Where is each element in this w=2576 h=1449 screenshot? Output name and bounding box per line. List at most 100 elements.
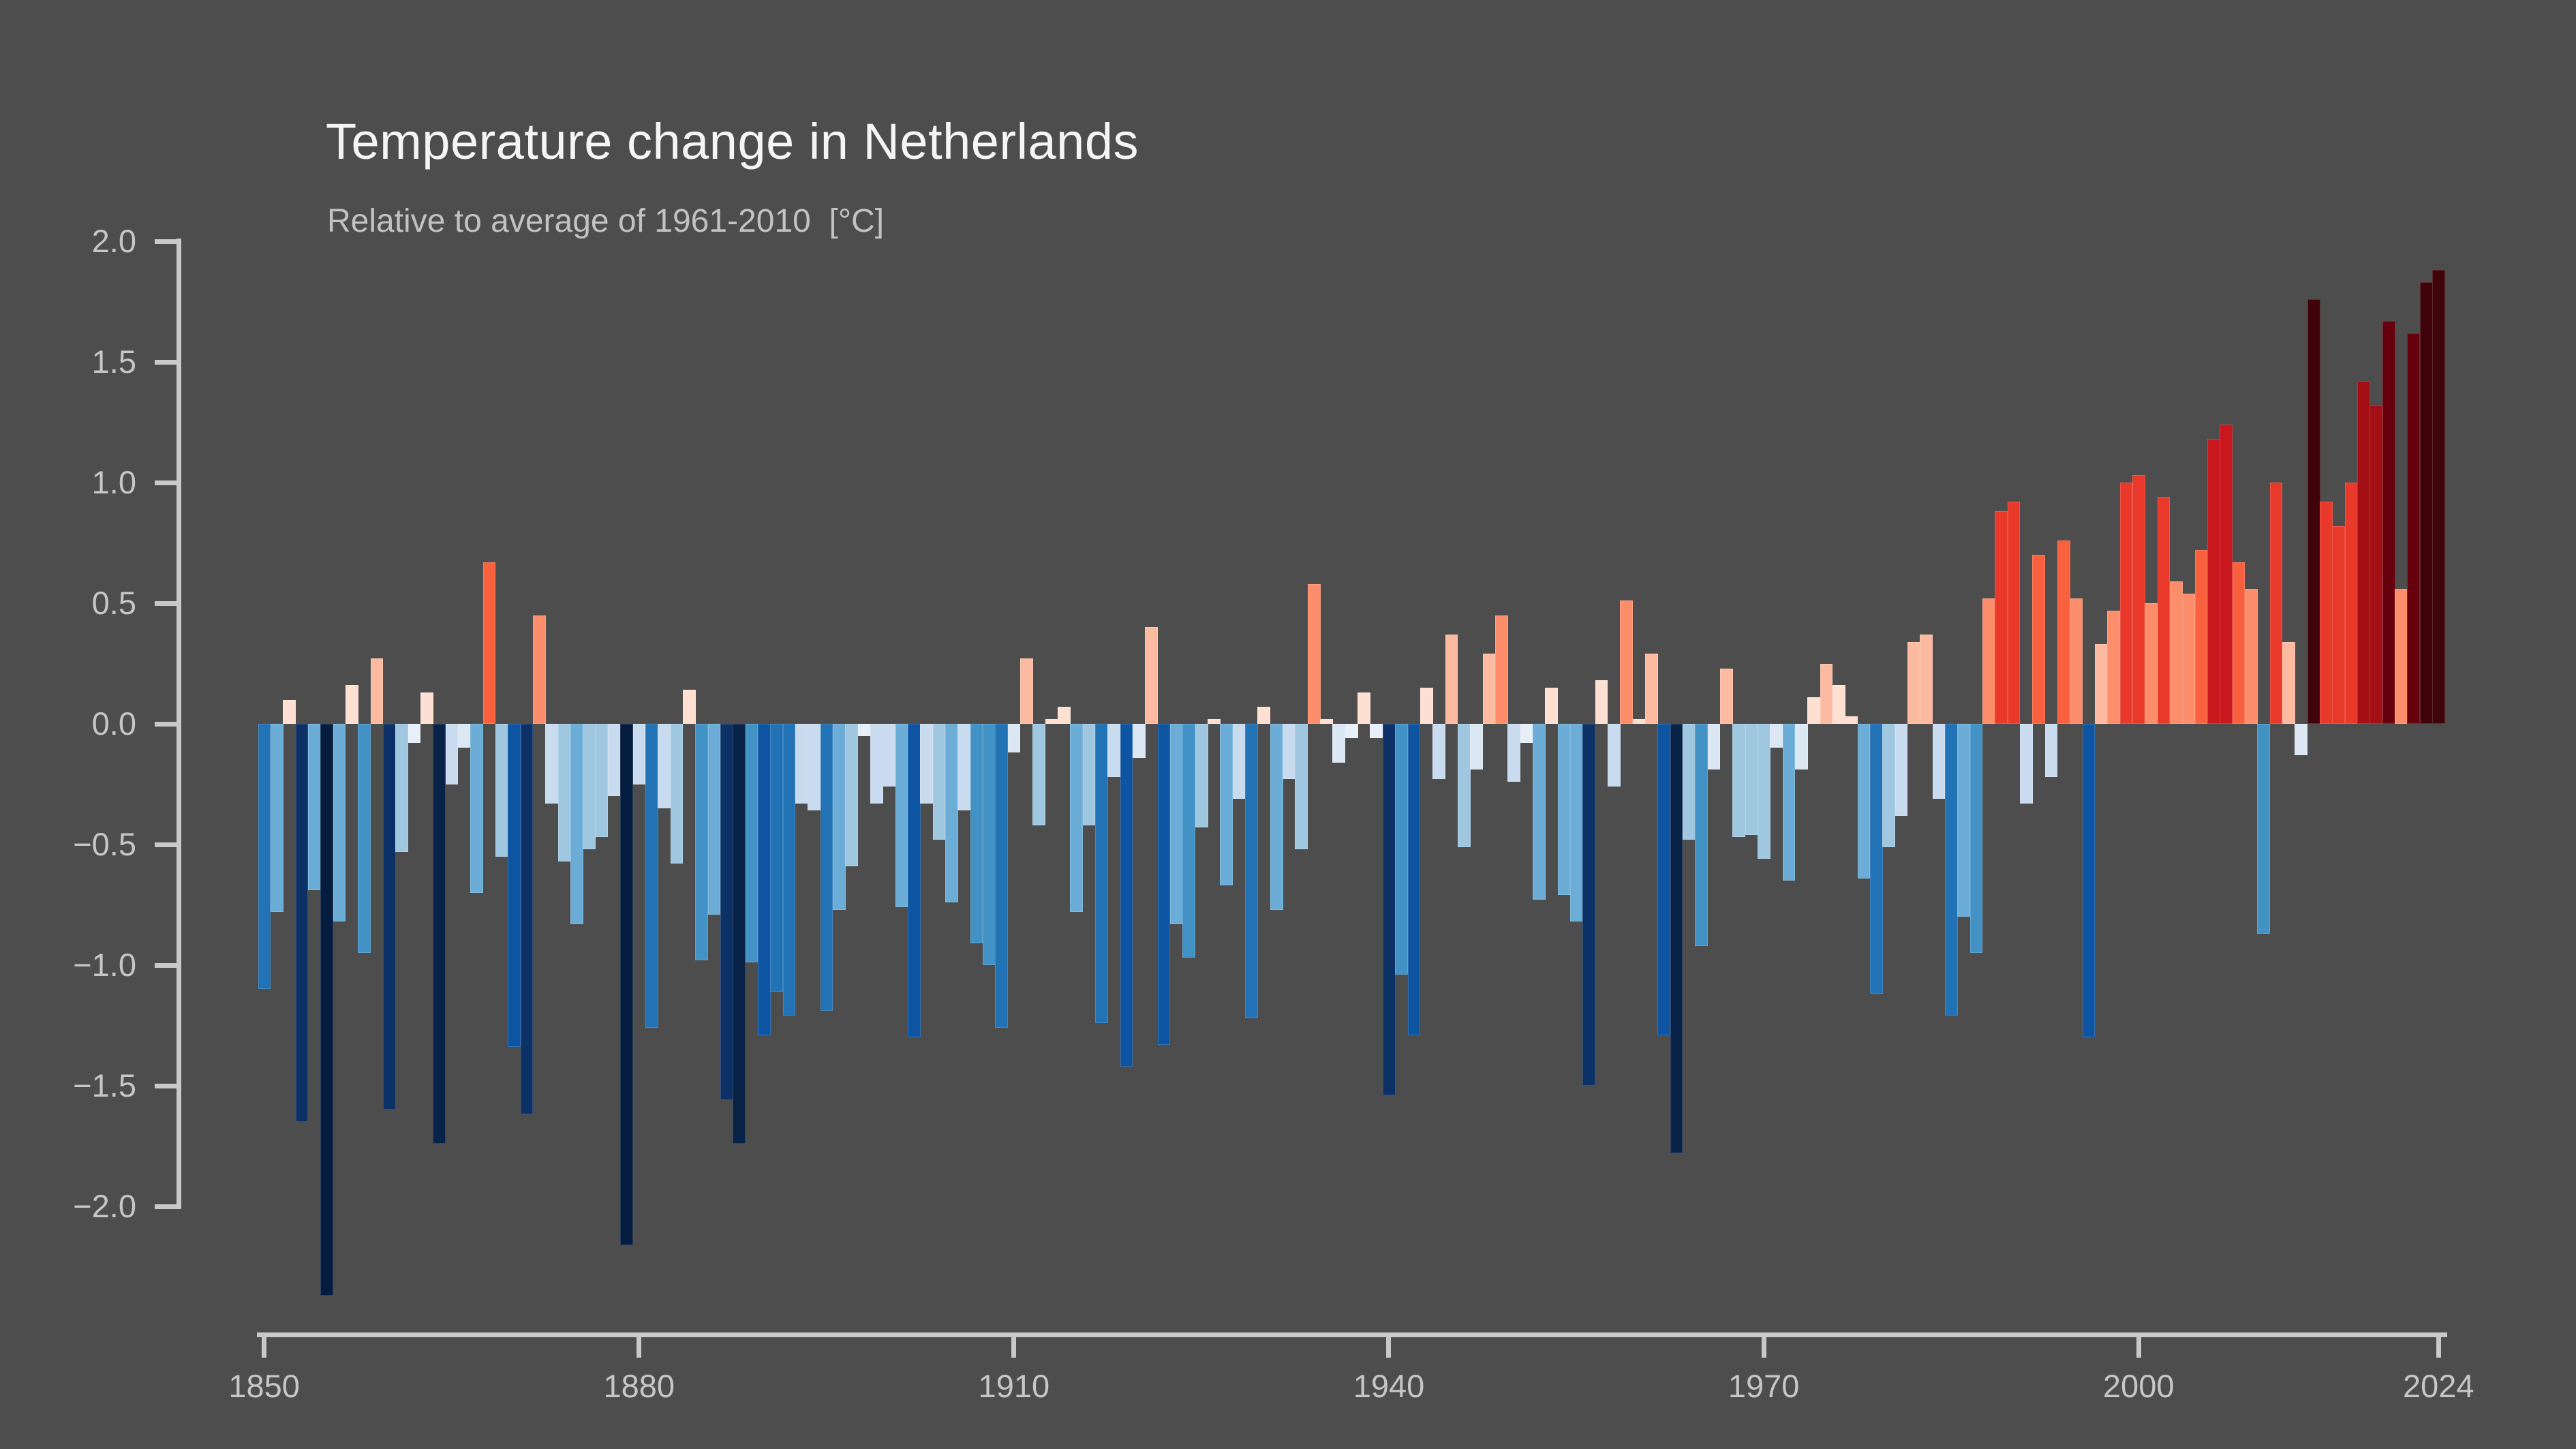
bar-1989 <box>1995 511 2008 724</box>
bar-1855 <box>320 724 333 1296</box>
bar-2001 <box>2145 603 2158 724</box>
bar-1931 <box>1270 724 1283 910</box>
bar-1868 <box>482 562 496 724</box>
bar-1852 <box>283 699 296 724</box>
y-tick-−0.5 <box>155 842 177 847</box>
bar-1947 <box>1470 724 1483 770</box>
bar-2010 <box>2257 724 2271 934</box>
bar-1923 <box>1170 724 1183 924</box>
bar-1896 <box>833 724 846 910</box>
bar-2021 <box>2395 588 2408 724</box>
bar-1894 <box>808 724 821 811</box>
bar-2011 <box>2269 483 2283 724</box>
bar-1968 <box>1732 724 1745 838</box>
bar-1935 <box>1320 718 1333 724</box>
y-tick-label-−0.5: −0.5 <box>73 826 136 862</box>
y-tick-1.0 <box>155 480 177 485</box>
x-tick-label-2000: 2000 <box>2102 1368 2175 1404</box>
bar-1939 <box>1370 724 1383 739</box>
y-tick-label-0.5: 0.5 <box>91 585 136 621</box>
bar-1902 <box>908 724 921 1038</box>
bar-1978 <box>1857 724 1871 879</box>
bar-1912 <box>1032 724 1046 825</box>
bar-1953 <box>1545 687 1558 724</box>
bar-1961 <box>1644 654 1658 724</box>
bar-1954 <box>1557 724 1571 896</box>
bar-1883 <box>670 724 684 864</box>
bar-1892 <box>782 724 796 1016</box>
bar-1992 <box>2032 555 2046 724</box>
x-tick-label-1910: 1910 <box>978 1368 1050 1404</box>
bar-1934 <box>1307 583 1321 724</box>
bar-1936 <box>1332 724 1346 763</box>
chart-subtitle: Relative to average of 1961-2010 [°C] <box>327 203 885 239</box>
y-tick-label-−1.5: −1.5 <box>73 1067 136 1103</box>
bar-2019 <box>2370 405 2383 724</box>
bar-1853 <box>295 724 309 1123</box>
bar-1963 <box>1670 724 1683 1154</box>
bar-1904 <box>932 724 946 840</box>
y-tick-label-0.0: 0.0 <box>91 705 136 742</box>
bar-1943 <box>1420 687 1433 724</box>
bar-1997 <box>2095 644 2108 724</box>
bar-2005 <box>2194 550 2208 724</box>
x-tick-label-1880: 1880 <box>603 1368 675 1404</box>
bar-2023 <box>2419 282 2433 724</box>
bar-1973 <box>1794 724 1808 770</box>
bar-1882 <box>658 724 671 808</box>
bar-1986 <box>1957 724 1971 917</box>
bar-1980 <box>1882 724 1896 847</box>
bar-1856 <box>333 724 346 922</box>
bar-1881 <box>645 724 658 1028</box>
bar-1975 <box>1820 663 1833 724</box>
y-tick-−2.0 <box>155 1204 177 1209</box>
bar-1919 <box>1120 724 1133 1067</box>
bar-1982 <box>1907 641 1920 724</box>
bar-1872 <box>532 615 546 724</box>
bar-1937 <box>1345 724 1358 739</box>
bar-1917 <box>1095 724 1108 1023</box>
bar-1918 <box>1107 724 1121 777</box>
bar-1962 <box>1657 724 1670 1035</box>
bar-1925 <box>1195 724 1208 828</box>
bar-1946 <box>1457 724 1471 847</box>
bar-1950 <box>1507 724 1520 782</box>
bar-2003 <box>2170 581 2183 724</box>
bar-1884 <box>682 690 696 724</box>
x-tick-label-1850: 1850 <box>228 1368 300 1404</box>
bar-1977 <box>1845 716 1858 724</box>
bar-1873 <box>545 724 558 804</box>
bar-1927 <box>1220 724 1233 886</box>
bar-1998 <box>2107 610 2121 724</box>
bar-1972 <box>1782 724 1796 881</box>
bar-1898 <box>857 724 871 736</box>
bar-1878 <box>607 724 621 797</box>
bar-1991 <box>2020 724 2033 804</box>
bar-1956 <box>1582 724 1595 1086</box>
bar-1959 <box>1620 600 1633 724</box>
bar-2015 <box>2320 502 2333 724</box>
bar-2020 <box>2382 320 2395 724</box>
bar-1897 <box>845 724 859 866</box>
bar-1874 <box>557 724 571 861</box>
bar-1938 <box>1358 692 1370 724</box>
bar-1910 <box>1007 724 1021 753</box>
bar-1858 <box>358 724 371 954</box>
bar-1949 <box>1494 615 1508 724</box>
bar-1933 <box>1295 724 1308 850</box>
bar-1958 <box>1607 724 1621 787</box>
bar-1921 <box>1145 627 1159 724</box>
bar-2007 <box>2220 425 2233 724</box>
bar-1974 <box>1807 697 1821 724</box>
bar-1850 <box>258 724 271 990</box>
bar-1994 <box>2057 540 2070 724</box>
x-tick-label-1940: 1940 <box>1353 1368 1425 1404</box>
bar-2018 <box>2357 381 2370 724</box>
bar-1871 <box>520 724 534 1115</box>
bar-1932 <box>1283 724 1295 780</box>
y-tick-1.5 <box>155 359 177 365</box>
bar-1862 <box>408 724 421 744</box>
bar-1983 <box>1920 635 1933 724</box>
bar-1955 <box>1569 724 1583 922</box>
bar-1880 <box>632 724 646 784</box>
